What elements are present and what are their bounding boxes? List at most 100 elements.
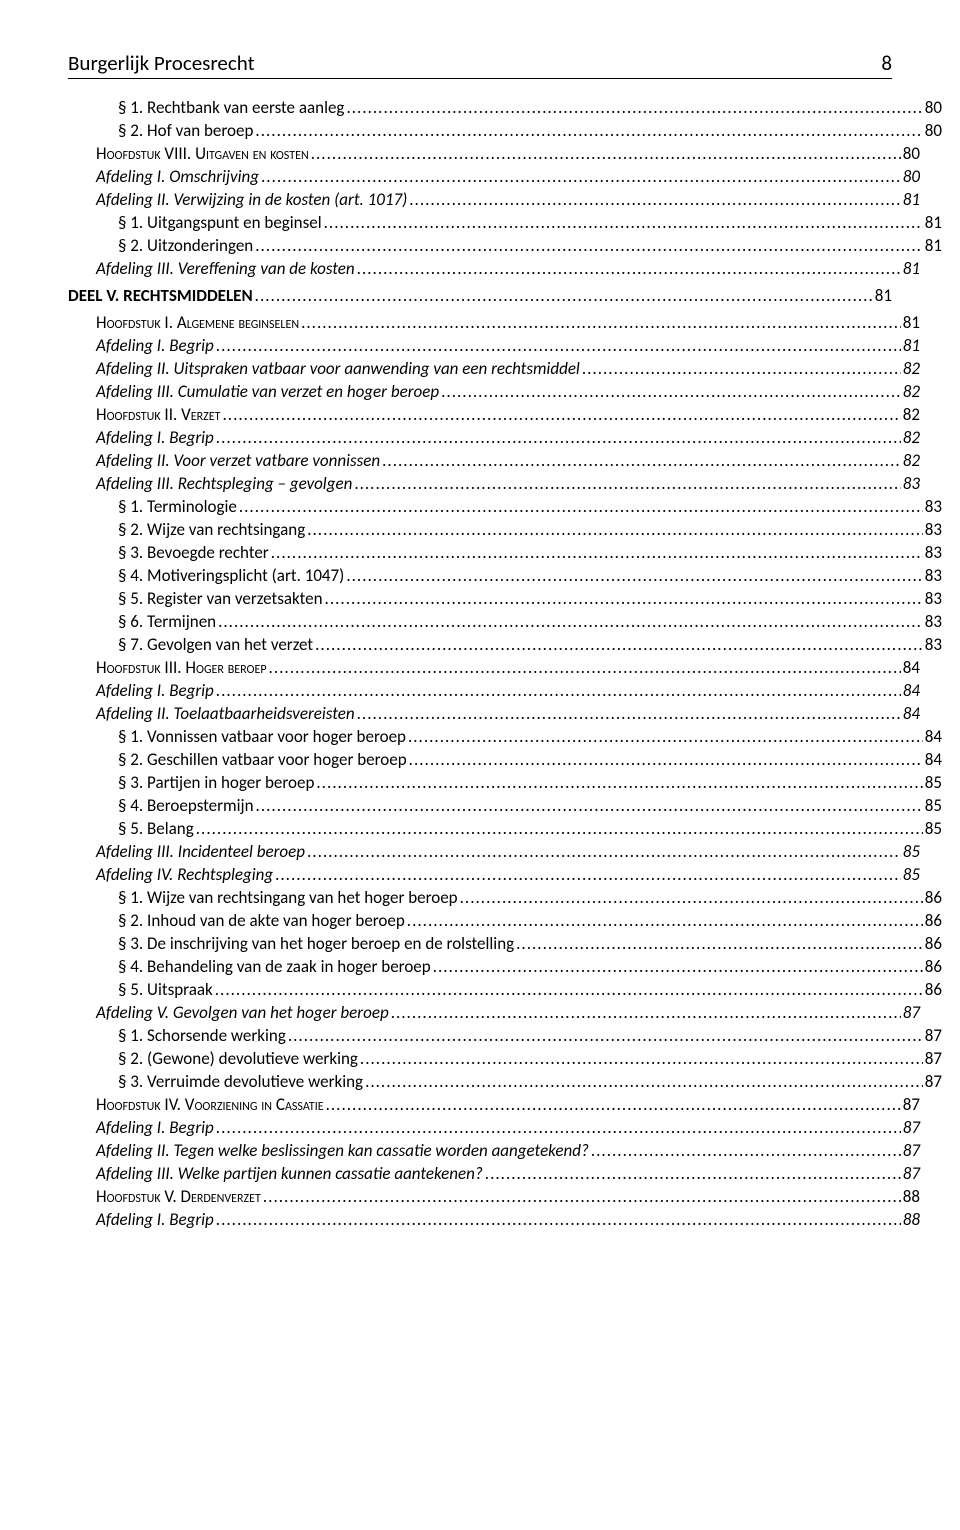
toc-entry-label: Hoofdstuk II. Verzet [96, 404, 220, 425]
toc-entry-label: § 1. Terminologie [118, 496, 237, 517]
toc-leader-dots [315, 634, 923, 655]
toc-entry: Afdeling II. Uitspraken vatbaar voor aan… [68, 358, 920, 379]
toc-entry: Hoofdstuk V. Derdenverzet88 [68, 1186, 920, 1207]
toc-entry-label: § 2. Uitzonderingen [118, 235, 253, 256]
toc-leader-dots [216, 1117, 901, 1138]
toc-leader-dots [357, 258, 901, 279]
toc-entry: § 5. Belang 85 [68, 818, 942, 839]
toc-entry-label: § 4. Behandeling van de zaak in hoger be… [118, 956, 431, 977]
toc-entry-page: 81 [875, 285, 892, 306]
toc-leader-dots [256, 795, 923, 816]
toc-leader-dots [408, 726, 923, 747]
toc-entry-page: 81 [903, 258, 920, 279]
document-page: Burgerlijk Procesrecht 8 § 1. Rechtbank … [0, 0, 960, 1530]
page-header: Burgerlijk Procesrecht 8 [68, 50, 892, 79]
toc-entry-label: § 5. Belang [118, 818, 194, 839]
toc-entry-page: 83 [925, 519, 942, 540]
toc-leader-dots [346, 97, 922, 118]
toc-entry-page: 88 [903, 1209, 920, 1230]
toc-leader-dots [409, 189, 901, 210]
toc-entry: Afdeling I. Omschrijving80 [68, 166, 920, 187]
toc-entry-label: Afdeling II. Tegen welke beslissingen ka… [96, 1140, 589, 1161]
toc-entry-page: 87 [903, 1163, 920, 1184]
toc-entry: Afdeling II. Verwijzing in de kosten (ar… [68, 189, 920, 210]
toc-entry-label: Afdeling III. Vereffening van de kosten [96, 258, 355, 279]
toc-entry-page: 83 [903, 473, 920, 494]
toc-leader-dots [307, 519, 923, 540]
toc-leader-dots [196, 818, 923, 839]
toc-entry-label: § 4. Beroepstermijn [118, 795, 254, 816]
toc-entry: § 1. Schorsende werking87 [68, 1025, 942, 1046]
toc-entry-label: Afdeling I. Begrip [96, 427, 214, 448]
toc-leader-dots [409, 749, 923, 770]
toc-leader-dots [582, 358, 901, 379]
toc-entry: § 3. Partijen in hoger beroep 85 [68, 772, 942, 793]
toc-entry: § 1. Uitgangspunt en beginsel81 [68, 212, 942, 233]
toc-entry: Afdeling II. Tegen welke beslissingen ka… [68, 1140, 920, 1161]
toc-entry-label: Hoofdstuk VIII. Uitgaven en kosten [96, 143, 309, 164]
toc-leader-dots [311, 143, 901, 164]
toc-entry-page: 81 [925, 212, 942, 233]
toc-entry-label: § 1. Rechtbank van eerste aanleg [118, 97, 344, 118]
toc-leader-dots [222, 404, 900, 425]
toc-entry-page: 84 [925, 726, 942, 747]
toc-entry-label: Afdeling III. Incidenteel beroep [96, 841, 305, 862]
toc-entry: Afdeling II. Toelaatbaarheidsvereisten84 [68, 703, 920, 724]
toc-entry-label: DEEL V. RECHTSMIDDELEN [68, 285, 253, 306]
toc-entry-label: Afdeling I. Begrip [96, 1209, 214, 1230]
toc-entry: Afdeling I. Begrip82 [68, 427, 920, 448]
toc-entry-page: 87 [925, 1071, 942, 1092]
toc-entry-page: 81 [925, 235, 942, 256]
toc-entry: § 5. Register van verzetsakten83 [68, 588, 942, 609]
toc-entry: Hoofdstuk III. Hoger beroep84 [68, 657, 920, 678]
toc-entry-page: 83 [925, 496, 942, 517]
toc-leader-dots [360, 1048, 923, 1069]
toc-entry: § 4. Motiveringsplicht (art. 1047)83 [68, 565, 942, 586]
toc-entry-page: 82 [903, 404, 920, 425]
toc-entry-page: 86 [925, 979, 942, 1000]
toc-entry-label: § 2. Hof van beroep [118, 120, 253, 141]
toc-entry: § 3. Bevoegde rechter83 [68, 542, 942, 563]
toc-leader-dots [365, 1071, 923, 1092]
toc-entry-label: Afdeling I. Omschrijving [96, 166, 259, 187]
toc-leader-dots [255, 285, 873, 306]
toc-entry-label: § 5. Uitspraak [118, 979, 213, 1000]
toc-entry-label: Afdeling III. Cumulatie van verzet en ho… [96, 381, 439, 402]
toc-leader-dots [307, 841, 901, 862]
toc-entry-label: § 6. Termijnen [118, 611, 216, 632]
toc-entry-page: 81 [903, 189, 920, 210]
toc-entry-page: 84 [903, 680, 920, 701]
toc-entry-label: § 3. Verruimde devolutieve werking [118, 1071, 363, 1092]
toc-entry: Afdeling IV. Rechtspleging85 [68, 864, 920, 885]
toc-leader-dots [271, 542, 923, 563]
toc-entry-label: § 3. Partijen in hoger beroep [118, 772, 314, 793]
toc-entry: § 2. Geschillen vatbaar voor hoger beroe… [68, 749, 942, 770]
toc-entry-page: 85 [925, 818, 942, 839]
toc-entry-label: § 2. Inhoud van de akte van hoger beroep [118, 910, 405, 931]
toc-entry-page: 85 [903, 864, 920, 885]
toc-entry-label: Afdeling II. Voor verzet vatbare vonniss… [96, 450, 380, 471]
toc-entry-label: Afdeling V. Gevolgen van het hoger beroe… [96, 1002, 389, 1023]
toc-entry-page: 86 [925, 933, 942, 954]
toc-entry-page: 86 [925, 887, 942, 908]
toc-entry: Hoofdstuk I. Algemene beginselen81 [68, 312, 920, 333]
toc-leader-dots [460, 887, 923, 908]
toc-entry-page: 88 [903, 1186, 920, 1207]
toc-entry: § 2. Uitzonderingen 81 [68, 235, 942, 256]
toc-entry-page: 81 [903, 335, 920, 356]
toc-entry-label: Afdeling II. Uitspraken vatbaar voor aan… [96, 358, 580, 379]
toc-entry: Hoofdstuk II. Verzet 82 [68, 404, 920, 425]
toc-entry: § 7. Gevolgen van het verzet83 [68, 634, 942, 655]
toc-entry-label: § 3. De inschrijving van het hoger beroe… [118, 933, 514, 954]
toc-entry: § 1. Wijze van rechtsingang van het hoge… [68, 887, 942, 908]
toc-leader-dots [357, 703, 901, 724]
toc-leader-dots [269, 657, 901, 678]
toc-entry: Hoofdstuk IV. Voorziening in Cassatie87 [68, 1094, 920, 1115]
toc-entry-label: § 1. Vonnissen vatbaar voor hoger beroep [118, 726, 406, 747]
toc-entry: § 1. Vonnissen vatbaar voor hoger beroep… [68, 726, 942, 747]
toc-entry-page: 87 [903, 1002, 920, 1023]
toc-leader-dots [326, 1094, 901, 1115]
toc-entry-label: § 2. Geschillen vatbaar voor hoger beroe… [118, 749, 407, 770]
toc-entry-page: 85 [925, 772, 942, 793]
toc-entry-label: Hoofdstuk III. Hoger beroep [96, 657, 267, 678]
